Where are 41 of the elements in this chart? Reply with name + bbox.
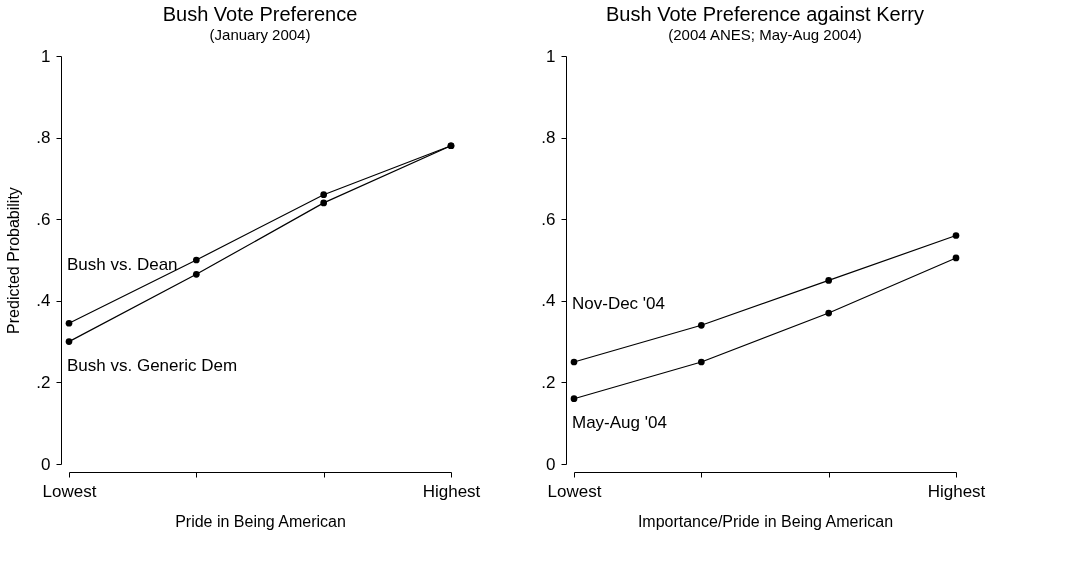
series-label: Nov-Dec '04	[572, 294, 666, 313]
y-tick-label: .2	[541, 372, 556, 392]
y-tick-label: 0	[546, 454, 556, 474]
x-axis-title: Importance/Pride in Being American	[637, 512, 894, 530]
x-tick-label: Lowest	[547, 481, 602, 501]
y-tick-label: .4	[541, 291, 556, 311]
y-tick-label: 1	[41, 46, 51, 66]
x-axis-title: Pride in Being American	[175, 512, 346, 530]
point	[192, 270, 200, 278]
y-axis-title: Predicted Probability	[5, 187, 23, 334]
point	[192, 256, 200, 264]
point	[570, 395, 578, 403]
point	[320, 199, 328, 207]
point	[65, 338, 73, 345]
y-tick-label: .2	[36, 372, 51, 392]
point	[952, 232, 960, 239]
point	[952, 254, 960, 262]
y-tick-label: .6	[36, 209, 51, 229]
point	[570, 358, 578, 366]
y-tick-label: .4	[36, 291, 51, 311]
y-tick-label: 1	[546, 46, 556, 66]
point	[65, 319, 73, 327]
point	[825, 277, 833, 284]
y-tick-label: .8	[36, 128, 51, 148]
x-tick-label: Highest	[927, 481, 986, 501]
y-tick-label: 0	[41, 454, 51, 474]
chart-subtitle: (2004 ANES; May-Aug 2004)	[668, 26, 862, 43]
x-tick-label: Lowest	[42, 481, 97, 501]
point	[697, 358, 705, 366]
y-tick-label: .6	[541, 209, 556, 229]
chart-subtitle: (January 2004)	[209, 26, 311, 43]
series-label: Bush vs. Generic Dem	[67, 355, 238, 375]
series-label: Bush vs. Dean	[67, 255, 178, 275]
series-label: May-Aug '04	[572, 412, 667, 432]
point	[697, 321, 705, 329]
x-tick-label: Highest	[422, 481, 481, 501]
point	[320, 191, 328, 199]
y-tick-label: .8	[541, 128, 556, 148]
chart-title: Bush Vote Preference	[162, 3, 358, 25]
point	[825, 309, 833, 317]
chart-title: Bush Vote Preference against Kerry	[606, 3, 924, 25]
